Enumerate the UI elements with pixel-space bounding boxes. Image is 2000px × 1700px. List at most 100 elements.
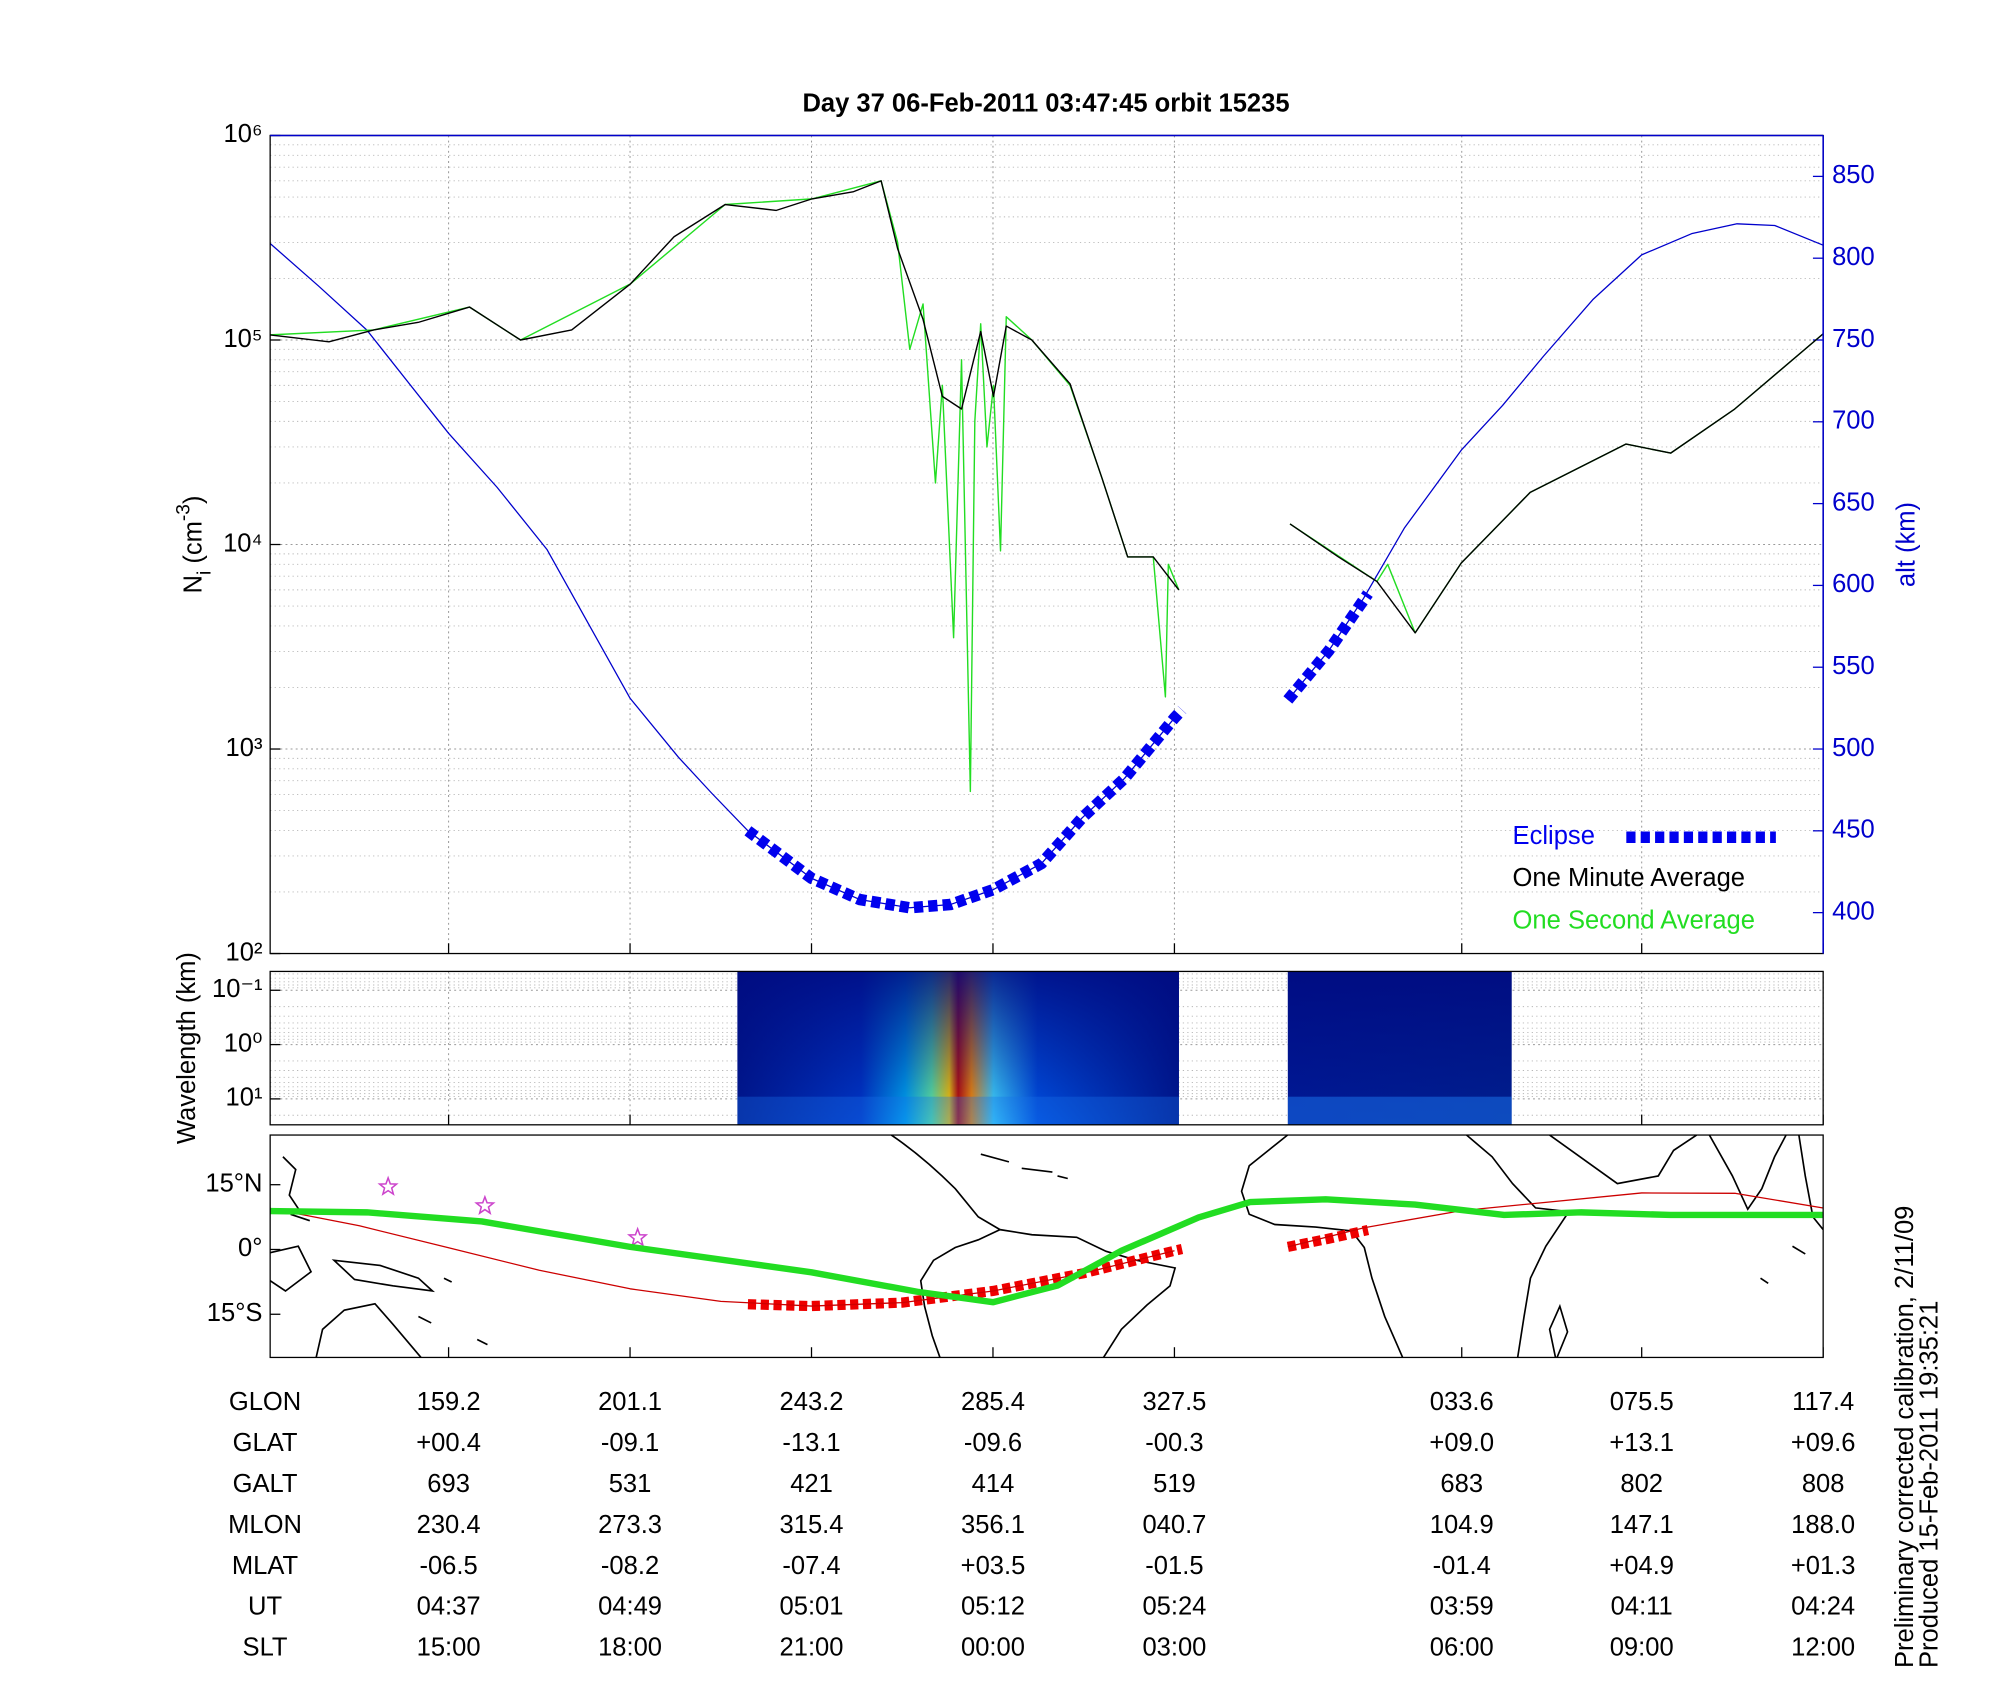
table-cell: 327.5 bbox=[1142, 1388, 1206, 1416]
coastline bbox=[919, 1228, 1177, 1358]
line bbox=[270, 180, 1824, 634]
table-cell: 159.2 bbox=[417, 1388, 481, 1416]
table-cell: 04:37 bbox=[417, 1593, 481, 1621]
table-cell: -08.2 bbox=[601, 1552, 659, 1580]
y-axis-label: Wavelength (km) bbox=[173, 952, 201, 1144]
y-tick-label: 10¹ bbox=[226, 1084, 263, 1112]
table-cell: +09.6 bbox=[1791, 1429, 1856, 1457]
table-cell: 285.4 bbox=[961, 1388, 1025, 1416]
y-label-part: N bbox=[179, 575, 207, 593]
table-cell: 15:00 bbox=[417, 1634, 481, 1662]
legend-label: One Second Average bbox=[1513, 906, 1755, 934]
table-cell: 201.1 bbox=[598, 1388, 662, 1416]
table-cell: +13.1 bbox=[1609, 1429, 1674, 1457]
y-tick-label: 10² bbox=[226, 938, 263, 966]
spectrogram-shade bbox=[737, 971, 1179, 1125]
coastline bbox=[1549, 1135, 1824, 1284]
line bbox=[270, 1192, 1824, 1307]
y-tick-label: 10⁴ bbox=[223, 529, 262, 557]
y2-axis-label: alt (km) bbox=[1892, 502, 1920, 587]
y-tick-label: 10⁻¹ bbox=[212, 975, 262, 1003]
y-tick-label: 10⁵ bbox=[223, 325, 262, 353]
table-cell: 315.4 bbox=[780, 1511, 844, 1539]
table-cell: 04:11 bbox=[1611, 1593, 1673, 1621]
table-cell: 531 bbox=[609, 1470, 652, 1498]
table-cell: 06:00 bbox=[1430, 1634, 1494, 1662]
table-cell: -01.4 bbox=[1433, 1552, 1491, 1580]
table-cell: 273.3 bbox=[598, 1511, 662, 1539]
table-cell: 21:00 bbox=[780, 1634, 844, 1662]
legend-label: Eclipse bbox=[1513, 822, 1595, 850]
table-cell: 414 bbox=[972, 1470, 1015, 1498]
table-cell: +04.9 bbox=[1609, 1552, 1674, 1580]
table-cell: 040.7 bbox=[1142, 1511, 1206, 1539]
table-cell: 117.4 bbox=[1792, 1388, 1854, 1416]
table-cell: -07.4 bbox=[782, 1552, 840, 1580]
table-cell: +09.0 bbox=[1429, 1429, 1494, 1457]
table-cell: 683 bbox=[1440, 1470, 1483, 1498]
dashed-track bbox=[744, 590, 1373, 914]
table-cell: 519 bbox=[1153, 1470, 1196, 1498]
y2-tick-label: 550 bbox=[1832, 652, 1875, 680]
table-cell: +03.5 bbox=[961, 1552, 1026, 1580]
y-axis-label: Ni (cm-3) bbox=[173, 496, 215, 594]
y-tick-label: 10³ bbox=[226, 734, 263, 762]
table-cell: 04:49 bbox=[598, 1593, 662, 1621]
coastlines bbox=[270, 1135, 1824, 1358]
coastline bbox=[270, 1156, 488, 1358]
y2-tick-label: 450 bbox=[1832, 816, 1875, 844]
y-tick-label: 0° bbox=[238, 1234, 262, 1262]
background bbox=[9, 0, 1991, 1700]
table-cell: 18:00 bbox=[598, 1634, 662, 1662]
coastline bbox=[890, 1135, 1068, 1231]
y-label-part: ) bbox=[179, 496, 207, 505]
y2-tick-label: 600 bbox=[1832, 570, 1875, 598]
table-row-label: GLON bbox=[229, 1388, 301, 1416]
table-cell: +01.3 bbox=[1791, 1552, 1856, 1580]
axes-frame bbox=[269, 970, 1824, 1126]
y-label-part: (cm bbox=[179, 521, 207, 571]
line bbox=[270, 1196, 1824, 1306]
table-cell: 00:00 bbox=[961, 1634, 1025, 1662]
table-row-label: GALT bbox=[233, 1470, 298, 1498]
table-cell: 243.2 bbox=[780, 1388, 844, 1416]
axes-frame bbox=[269, 1134, 1824, 1359]
legend-label: One Minute Average bbox=[1513, 864, 1745, 892]
table-cell: 05:12 bbox=[961, 1593, 1025, 1621]
table-cell: 03:00 bbox=[1142, 1634, 1206, 1662]
y-tick-label: 15°S bbox=[207, 1299, 263, 1327]
table-cell: 230.4 bbox=[417, 1511, 481, 1539]
y-label-part: i bbox=[194, 571, 215, 575]
y2-tick-label: 400 bbox=[1832, 897, 1875, 925]
y-tick-label: 10⁶ bbox=[224, 120, 263, 148]
table-row-label: SLT bbox=[243, 1634, 288, 1662]
table-cell: -13.1 bbox=[782, 1429, 840, 1457]
y-tick-label: 15°N bbox=[205, 1169, 262, 1197]
table-cell: 09:00 bbox=[1610, 1634, 1674, 1662]
star-marker bbox=[377, 1175, 399, 1196]
table-cell: -01.5 bbox=[1145, 1552, 1203, 1580]
table-row-label: GLAT bbox=[233, 1429, 298, 1457]
chart-title: Day 37 06-Feb-2011 03:47:45 orbit 15235 bbox=[802, 90, 1289, 118]
star-marker bbox=[474, 1194, 496, 1215]
table-cell: +00.4 bbox=[416, 1429, 481, 1457]
table-cell: 104.9 bbox=[1430, 1511, 1494, 1539]
table-row-label: MLON bbox=[228, 1511, 302, 1539]
y-label-part: -3 bbox=[173, 504, 194, 521]
table-cell: 033.6 bbox=[1430, 1388, 1494, 1416]
table-cell: 356.1 bbox=[961, 1511, 1025, 1539]
footnote: Produced 15-Feb-2011 19:35:21 bbox=[1915, 1301, 1943, 1668]
spectrogram-floor bbox=[1287, 1096, 1512, 1125]
y2-tick-label: 800 bbox=[1832, 243, 1875, 271]
y2-tick-label: 700 bbox=[1832, 407, 1875, 435]
y2-tick-label: 850 bbox=[1832, 161, 1875, 189]
y-tick-label: 10⁰ bbox=[224, 1029, 263, 1057]
table-cell: -06.5 bbox=[419, 1552, 477, 1580]
table-cell: 693 bbox=[427, 1470, 470, 1498]
table-cell: -00.3 bbox=[1145, 1429, 1203, 1457]
star-marker bbox=[626, 1226, 649, 1247]
y2-tick-label: 500 bbox=[1832, 734, 1875, 762]
table-cell: 03:59 bbox=[1430, 1593, 1494, 1621]
